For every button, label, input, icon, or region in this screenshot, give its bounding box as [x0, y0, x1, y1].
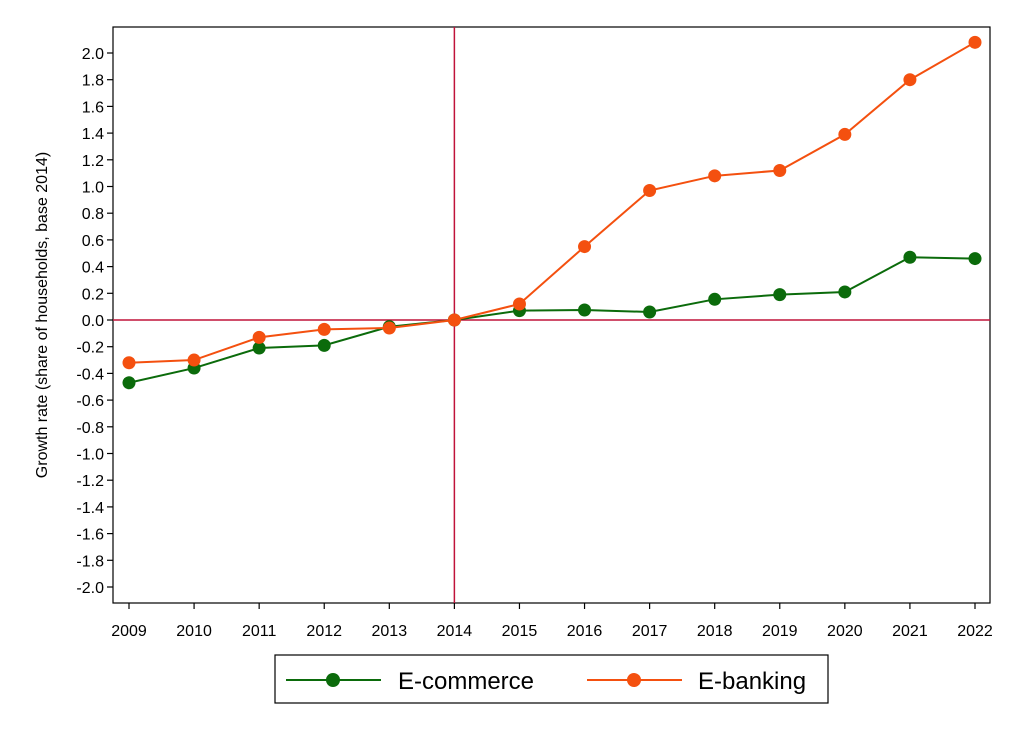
x-tick-label: 2012	[306, 623, 342, 640]
y-tick-label: -0.4	[76, 366, 104, 383]
y-tick-label: -2.0	[76, 580, 104, 597]
y-tick-label: -0.6	[76, 393, 104, 410]
data-point-e-commerce	[968, 252, 982, 266]
y-tick-label: -1.2	[76, 473, 104, 490]
y-tick-label: 1.2	[82, 153, 104, 170]
data-point-e-banking	[578, 240, 592, 254]
data-point-e-commerce	[578, 303, 592, 317]
legend-marker-e-banking	[627, 673, 641, 687]
x-tick-label: 2010	[176, 623, 212, 640]
y-tick-label: 2.0	[82, 46, 104, 63]
legend-marker-e-commerce	[326, 673, 340, 687]
x-tick-label: 2021	[892, 623, 928, 640]
x-tick-label: 2018	[697, 623, 733, 640]
x-tick-label: 2022	[957, 623, 993, 640]
y-tick-label: 1.8	[82, 73, 104, 90]
data-point-e-commerce	[122, 376, 136, 390]
y-tick-label: -1.6	[76, 527, 104, 544]
y-axis-title: Growth rate (share of households, base 2…	[34, 152, 51, 478]
data-point-e-commerce	[708, 292, 722, 306]
data-point-e-banking	[708, 169, 722, 183]
data-point-e-commerce	[838, 285, 852, 299]
x-tick-label: 2015	[502, 623, 538, 640]
data-point-e-banking	[122, 356, 136, 370]
data-point-e-commerce	[252, 341, 266, 355]
x-tick-label: 2011	[242, 623, 277, 640]
data-point-e-banking	[643, 184, 657, 198]
x-tick-label: 2014	[437, 623, 473, 640]
y-tick-label: -1.4	[76, 500, 104, 517]
data-point-e-banking	[317, 322, 331, 336]
data-point-e-banking	[187, 353, 201, 367]
y-tick-label: -0.8	[76, 420, 104, 437]
data-point-e-commerce	[317, 338, 331, 352]
y-tick-label: 0.6	[82, 233, 104, 250]
data-point-e-commerce	[643, 305, 657, 319]
data-point-e-commerce	[773, 288, 787, 302]
data-point-e-banking	[252, 330, 266, 344]
x-tick-label: 2016	[567, 623, 603, 640]
data-point-e-banking	[773, 163, 787, 177]
legend-label-e-commerce: E-commerce	[398, 668, 534, 695]
data-point-e-banking	[512, 297, 526, 311]
data-point-e-banking	[838, 127, 852, 141]
data-point-e-banking	[903, 73, 917, 87]
y-tick-label: -0.2	[76, 340, 104, 357]
y-tick-label: 1.4	[82, 126, 104, 143]
y-tick-label: -1.0	[76, 447, 104, 464]
legend-label-e-banking: E-banking	[698, 668, 806, 695]
y-tick-label: -1.8	[76, 553, 104, 570]
series-e-banking	[122, 35, 982, 370]
data-point-e-commerce	[903, 250, 917, 264]
data-point-e-banking	[382, 321, 396, 335]
x-tick-label: 2019	[762, 623, 798, 640]
x-tick-label: 2009	[111, 623, 147, 640]
x-tick-label: 2017	[632, 623, 668, 640]
y-tick-label: 0.4	[82, 260, 104, 277]
x-tick-label: 2020	[827, 623, 863, 640]
y-tick-label: 1.6	[82, 99, 104, 116]
series-line-e-banking	[128, 41, 976, 364]
data-point-e-banking	[447, 313, 461, 327]
y-tick-label: 0.8	[82, 206, 104, 223]
series-line-e-commerce	[128, 256, 976, 384]
y-tick-label: 0.0	[82, 313, 104, 330]
y-tick-label: 0.2	[82, 286, 104, 303]
data-point-e-banking	[968, 35, 982, 49]
plot-frame	[112, 26, 991, 604]
y-tick-label: 1.0	[82, 180, 104, 197]
x-tick-label: 2013	[372, 623, 408, 640]
